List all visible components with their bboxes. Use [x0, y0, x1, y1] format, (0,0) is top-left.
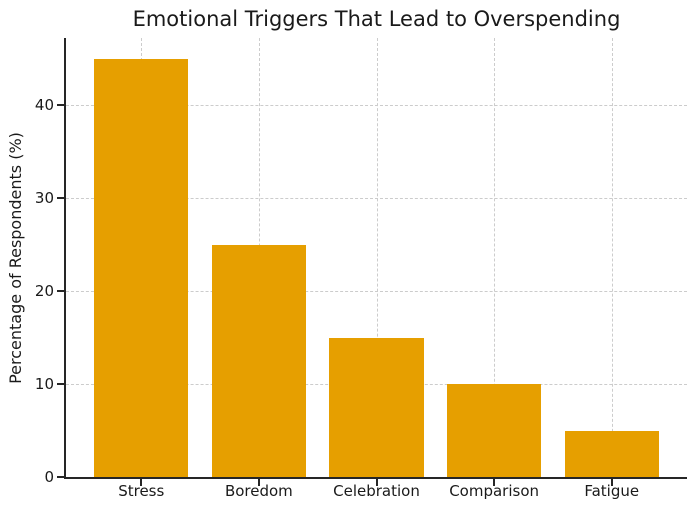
bar-boredom — [211, 244, 306, 477]
x-tick-label-celebration: Celebration — [333, 482, 420, 500]
chart-title: Emotional Triggers That Lead to Overspen… — [132, 7, 621, 31]
bar-stress — [94, 58, 189, 477]
v-gridline-fatigue — [611, 38, 613, 477]
v-gridline-comparison — [494, 38, 496, 477]
x-tick-mark-fatigue — [610, 479, 613, 486]
x-tick-mark-boredom — [257, 479, 260, 486]
y-tick-mark-40 — [57, 104, 64, 107]
y-axis-label-text: Percentage of Respondents (%) — [6, 132, 25, 384]
y-tick-label-40: 40 — [34, 96, 54, 115]
x-tick-label-comparison: Comparison — [449, 482, 540, 500]
plot-area: 0 10 20 30 40 Stress Boredom Celebration Compari… — [35, 38, 687, 500]
x-tick-label-fatigue: Fatigue — [584, 482, 640, 500]
x-axis-spine — [64, 477, 687, 479]
bar-celebration — [329, 337, 424, 477]
x-tick-label-boredom: Boredom — [224, 482, 293, 500]
y-axis-spine — [64, 38, 66, 479]
y-tick-label-10: 10 — [34, 375, 54, 394]
y-tick-mark-0 — [57, 476, 64, 478]
bar-fatigue — [564, 430, 659, 477]
y-tick-mark-10 — [57, 383, 64, 386]
y-tick-label-30: 30 — [34, 189, 54, 208]
x-tick-mark-celebration — [375, 479, 378, 486]
y-tick-label-0: 0 — [44, 468, 54, 486]
v-gridline-celebration — [376, 38, 378, 477]
y-tick-mark-30 — [57, 197, 64, 200]
x-tick-label-stress: Stress — [118, 482, 165, 500]
x-tick-mark-comparison — [493, 479, 496, 486]
x-tick-mark-stress — [140, 479, 143, 486]
y-tick-label-20: 20 — [34, 282, 54, 301]
y-tick-mark-20 — [57, 290, 64, 293]
bar-comparison — [447, 384, 542, 477]
